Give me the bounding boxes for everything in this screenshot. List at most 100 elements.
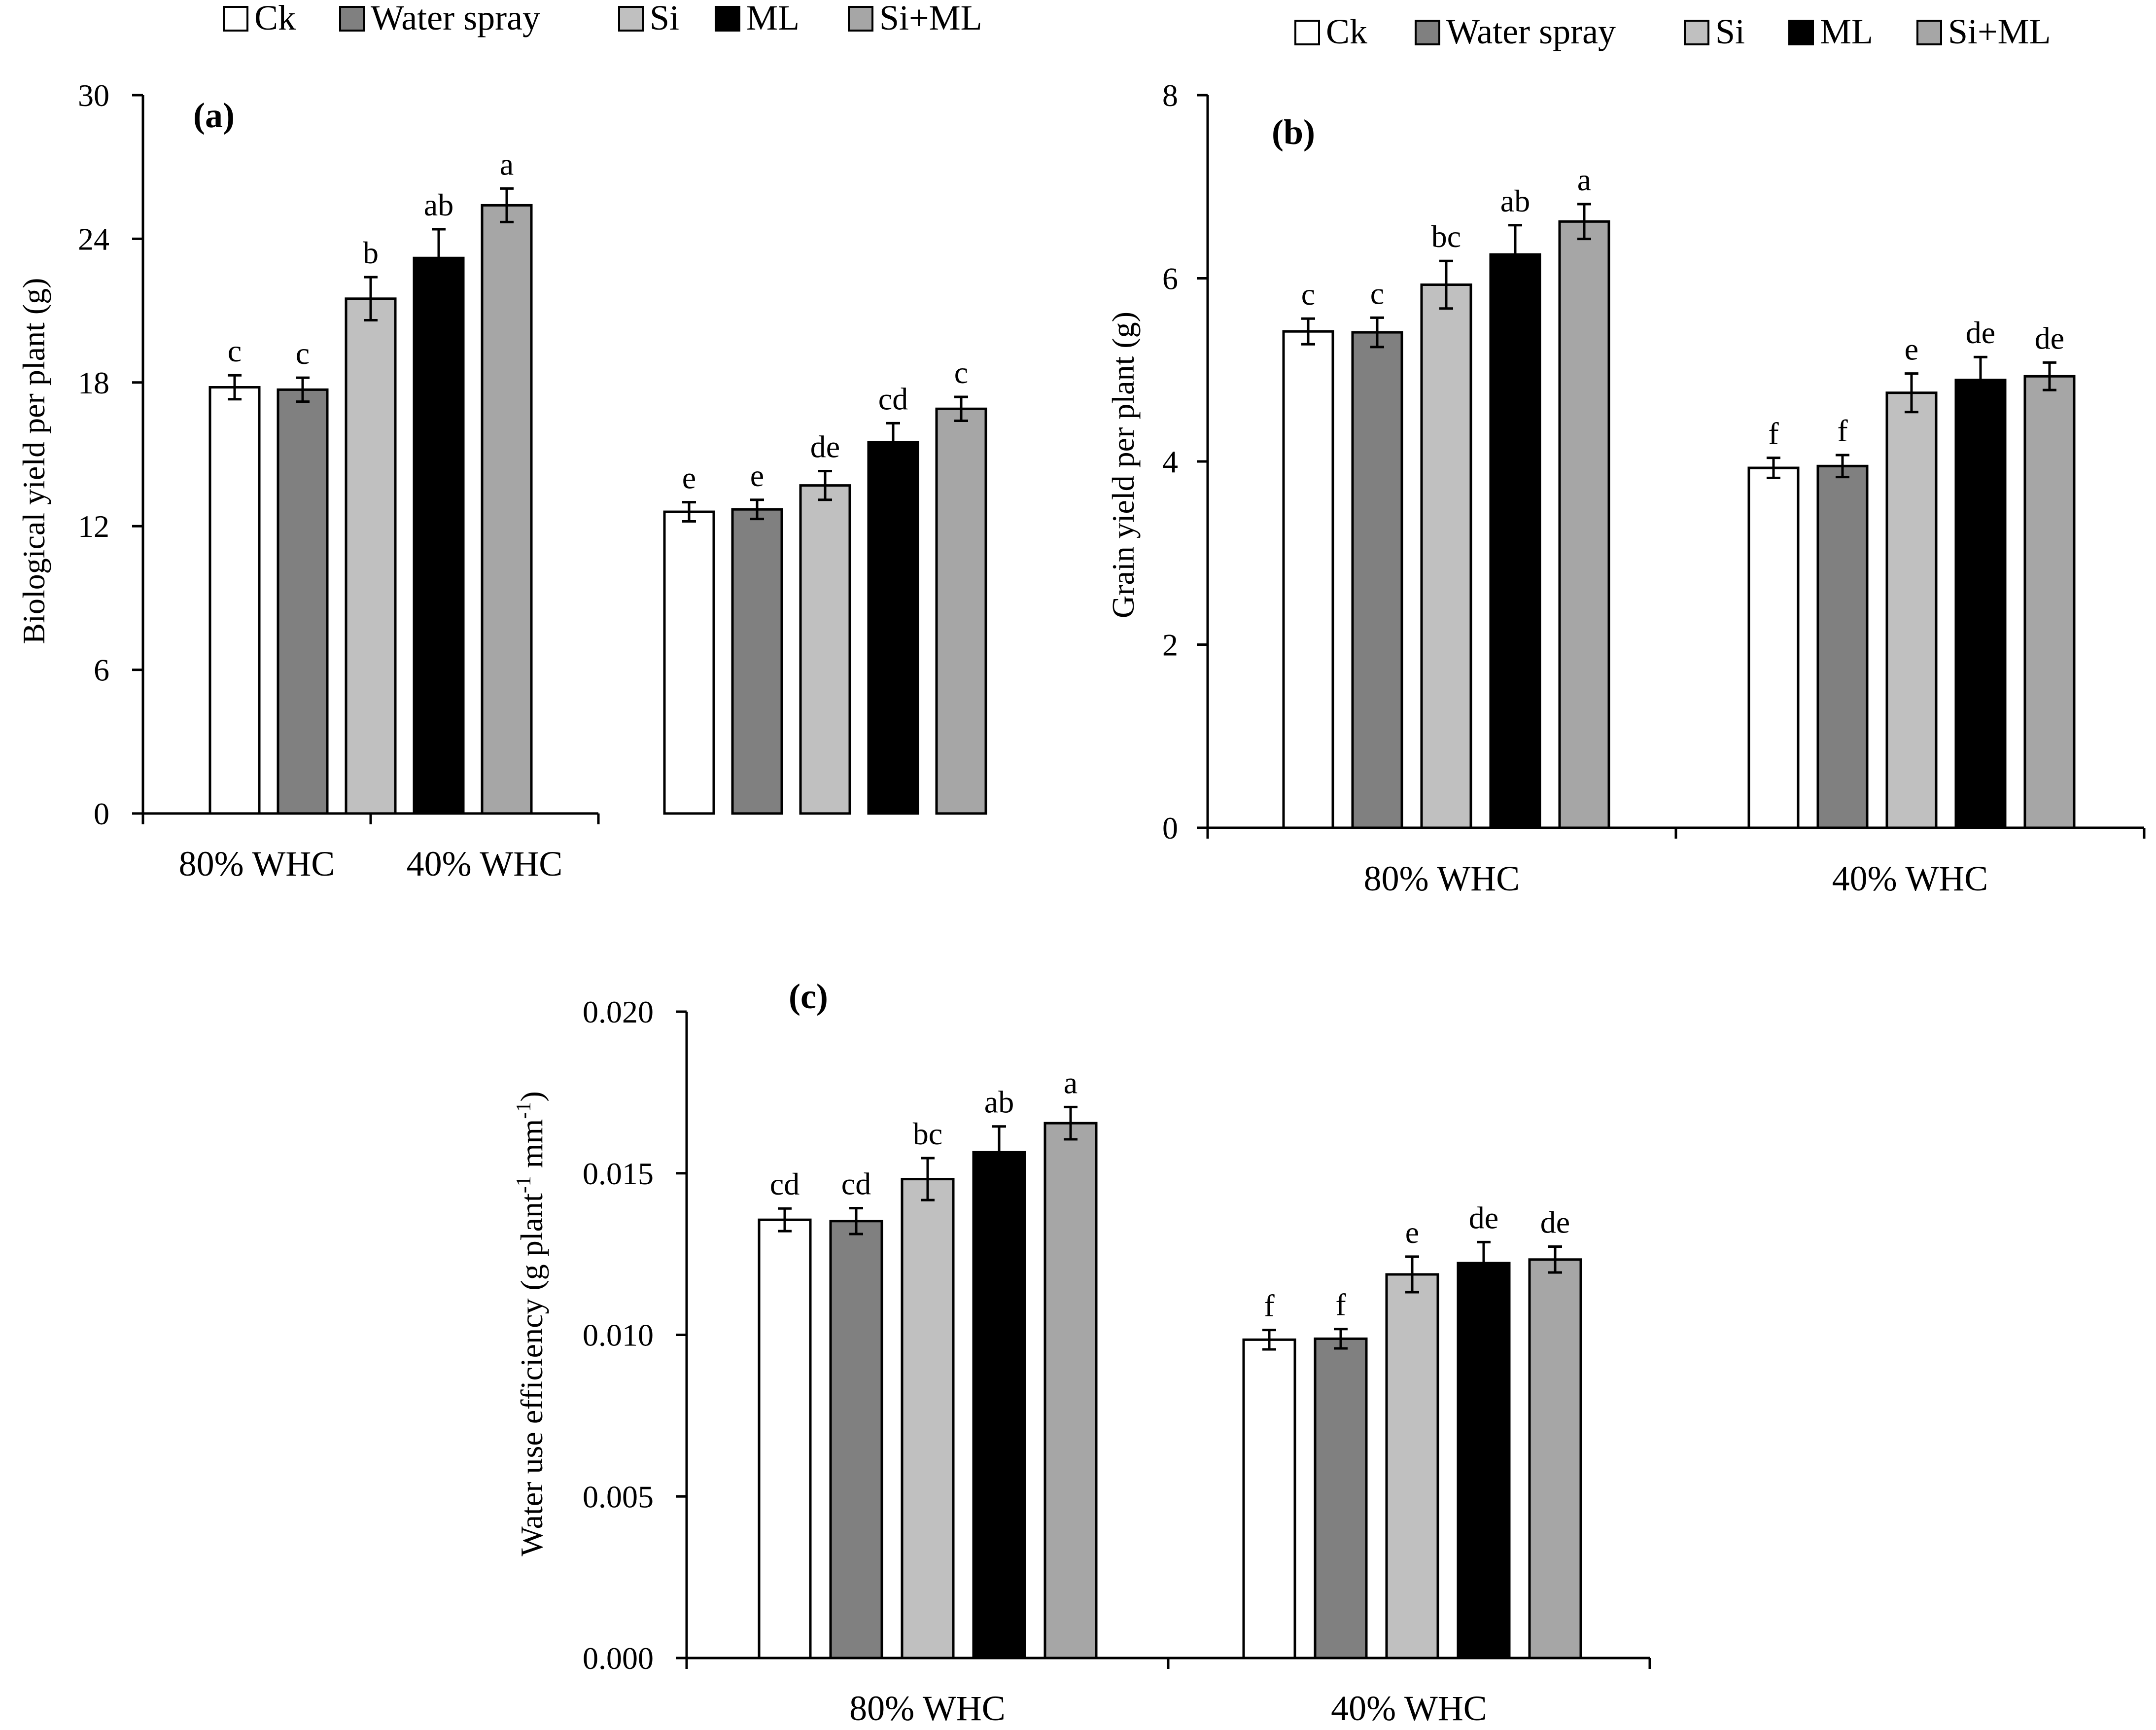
panel-a-label: (a) — [193, 96, 235, 135]
panel-b-letter-ml-40-whc: de — [1966, 315, 1995, 350]
panel-a-bar-ck-80-whc — [209, 386, 261, 815]
panel-c-y-axis-label-sup2: -1 — [513, 1102, 535, 1119]
panel-c-bar-water-spray-40-whc — [1314, 1337, 1368, 1659]
panel-b-bar-ck-80-whc — [1282, 330, 1334, 829]
panel-b-letter-si-ml-80-whc: a — [1577, 162, 1591, 197]
panel-a-biological-yield: Ck Water spray Si ML Si+ML (a) Biological yi… — [16, 0, 987, 883]
panel-a-bar-ml-40-whc — [867, 441, 919, 815]
panel-b-grain-yield: Ck Water spray Si ML Si+ML (b) Grain yield p… — [1106, 12, 2146, 898]
panel-a-letter-si-80-whc: b — [363, 235, 379, 270]
panel-c-letter-water-spray-40-whc: f — [1335, 1287, 1346, 1322]
panel-b-letter-si-ml-40-whc: de — [2035, 320, 2064, 355]
panel-a-y-tick-label-3: 18 — [78, 365, 109, 400]
panel-c-letter-ml-80-whc: ab — [984, 1085, 1014, 1120]
panel-a-bar-si-80-whc — [345, 297, 397, 815]
panel-c-letter-ck-80-whc: cd — [770, 1166, 800, 1201]
panel-b-bar-si-80-whc — [1420, 283, 1472, 829]
panel-b-legend-label-ml: ML — [1820, 12, 1873, 51]
panel-b-y-tick-label-2: 4 — [1162, 444, 1178, 479]
panel-b-letter-si-80-whc: bc — [1431, 219, 1461, 254]
panel-b-bar-water-spray-40-whc — [1816, 464, 1869, 829]
panel-a-y-tick-label-2: 12 — [78, 509, 109, 544]
panel-a-letter-ml-40-whc: cd — [878, 381, 908, 416]
panel-b-y-tick-label-3: 6 — [1162, 261, 1178, 296]
panel-a-letter-si-ml-80-whc: a — [500, 146, 514, 181]
panel-b-letter-water-spray-40-whc: f — [1837, 413, 1848, 448]
panel-c-y-tick-label-0: 0.000 — [583, 1641, 654, 1676]
panel-a-letter-ck-80-whc: c — [228, 333, 242, 368]
panel-b-letter-ck-80-whc: c — [1301, 277, 1315, 312]
panel-b-legend-swatch-water-spray — [1415, 20, 1440, 45]
panel-b-legend-swatch-ck — [1294, 20, 1320, 45]
panel-a-bar-si-ml-80-whc — [481, 204, 533, 815]
panel-c-category-label-80-whc: 80% WHC — [849, 1689, 1006, 1728]
panel-b-y-tick-label-0: 0 — [1162, 811, 1178, 846]
panel-a-letter-water-spray-40-whc: e — [750, 458, 764, 493]
panel-a-bar-water-spray-40-whc — [731, 508, 783, 815]
panel-b-legend-label-si-ml: Si+ML — [1948, 12, 2051, 51]
panel-a-plot: c e c e b de ab cd a c 0 6 12 18 24 30 80% WHC 40% WHC — [78, 78, 987, 883]
panel-c-y-tick-label-3: 0.015 — [583, 1156, 654, 1191]
panel-c-letter-si-40-whc: e — [1405, 1215, 1419, 1250]
panel-a-y-axis-label: Biological yield per plant (g) — [16, 278, 51, 644]
panel-b-letter-water-spray-80-whc: c — [1370, 276, 1384, 311]
panel-a-y-tick-label-0: 0 — [94, 796, 109, 831]
panel-a-legend-swatch-ml — [715, 6, 740, 32]
panel-b-label: (b) — [1272, 112, 1315, 152]
panel-c-letter-ml-40-whc: de — [1469, 1200, 1498, 1235]
panel-a-category-label-80-whc: 80% WHC — [179, 844, 335, 883]
legend-panel-a: Ck Water spray Si ML Si+ML — [223, 0, 982, 37]
panel-b-letter-ck-40-whc: f — [1768, 416, 1779, 451]
panel-b-category-label-40-whc: 40% WHC — [1832, 859, 1988, 898]
panel-a-bar-water-spray-80-whc — [277, 388, 329, 815]
panel-c-bar-si-40-whc — [1385, 1273, 1439, 1659]
panel-b-bar-ck-40-whc — [1747, 466, 1800, 829]
panel-c-bar-ck-40-whc — [1242, 1338, 1296, 1659]
panel-c-y-axis-label-main: Water use efficiency (g plant — [514, 1193, 549, 1556]
panel-b-legend-label-si: Si — [1715, 12, 1745, 51]
panel-a-legend-label-water-spray: Water spray — [371, 0, 540, 37]
panel-c-bar-ml-80-whc — [972, 1151, 1026, 1659]
panel-b-legend-swatch-ml — [1788, 20, 1814, 45]
panel-a-legend-label-si: Si — [650, 0, 679, 37]
panel-b-bar-ml-40-whc — [1954, 379, 2007, 829]
panel-a-bar-si-40-whc — [799, 484, 851, 815]
panel-a-letter-water-spray-80-whc: c — [296, 336, 310, 371]
panel-c-y-tick-label-2: 0.010 — [583, 1318, 654, 1353]
legend-panel-b: Ck Water spray Si ML Si+ML — [1294, 12, 2051, 51]
panel-b-letter-ml-80-whc: ab — [1500, 183, 1530, 218]
panel-a-letter-ml-80-whc: ab — [424, 187, 453, 222]
panel-a-letter-si-ml-40-whc: c — [954, 355, 968, 390]
panel-c-letter-si-ml-80-whc: a — [1064, 1065, 1078, 1100]
panel-c-letter-ck-40-whc: f — [1264, 1288, 1275, 1323]
panel-c-bar-si-ml-80-whc — [1043, 1122, 1098, 1659]
panel-a-legend-swatch-si-ml — [848, 6, 873, 32]
panel-c-y-tick-label-1: 0.005 — [583, 1479, 654, 1514]
panel-b-letter-si-40-whc: e — [1905, 332, 1918, 367]
panel-a-y-tick-label-4: 24 — [78, 221, 109, 256]
panel-c-letter-si-ml-40-whc: de — [1540, 1205, 1570, 1240]
panel-c-bar-si-80-whc — [901, 1178, 955, 1659]
panel-b-bar-si-ml-40-whc — [2023, 375, 2076, 829]
panel-b-y-axis-label: Grain yield per plant (g) — [1106, 312, 1141, 618]
panel-b-bar-si-40-whc — [1885, 391, 1938, 829]
panel-c-bar-ck-80-whc — [758, 1218, 812, 1659]
panel-b-bar-si-ml-80-whc — [1558, 220, 1610, 829]
panel-b-bar-ml-80-whc — [1489, 253, 1541, 829]
panel-b-category-label-80-whc: 80% WHC — [1364, 859, 1520, 898]
panel-b-legend-swatch-si-ml — [1916, 20, 1942, 45]
panel-a-legend-swatch-ck — [223, 6, 248, 32]
panel-b-legend-label-ck: Ck — [1326, 12, 1367, 51]
panel-a-letter-ck-40-whc: e — [682, 460, 696, 495]
panel-c-bar-ml-40-whc — [1457, 1262, 1511, 1659]
panel-a-category-label-40-whc: 40% WHC — [407, 844, 563, 883]
panel-a-bar-si-ml-40-whc — [935, 407, 987, 815]
panel-a-legend-label-ml: ML — [746, 0, 800, 37]
panel-c-bar-si-ml-40-whc — [1528, 1258, 1582, 1659]
panel-c-y-tick-label-4: 0.020 — [583, 994, 654, 1029]
panel-a-legend-label-ck: Ck — [254, 0, 296, 37]
panel-c-letter-si-80-whc: bc — [913, 1116, 942, 1151]
panel-a-y-tick-label-5: 30 — [78, 78, 109, 113]
panel-a-y-tick-label-1: 6 — [94, 653, 109, 688]
